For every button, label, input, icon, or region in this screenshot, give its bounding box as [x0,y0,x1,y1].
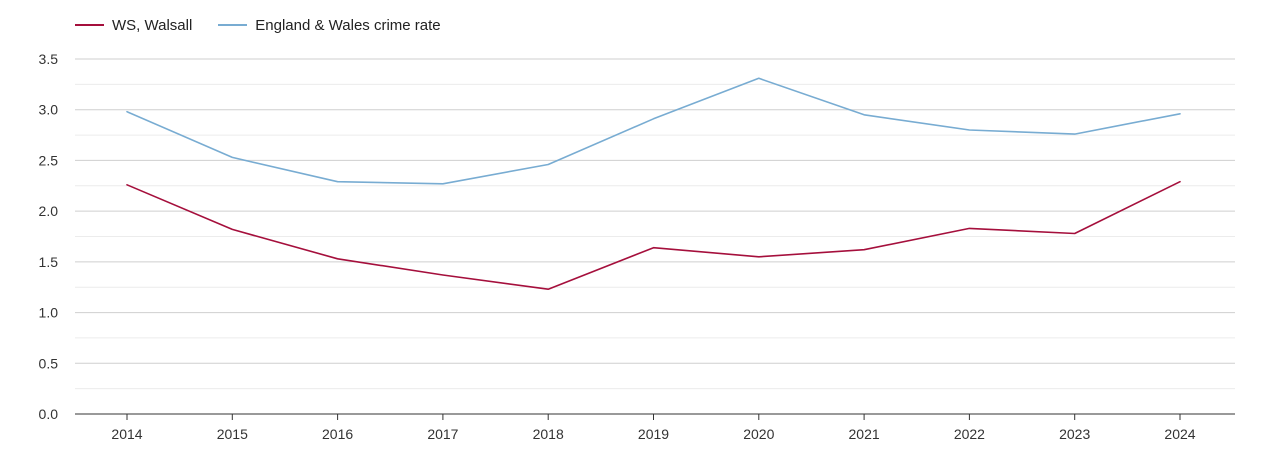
data-point-walsall-2014[interactable] [124,182,130,188]
y-tick-label: 0.0 [39,406,59,422]
x-tick-label: 2021 [849,426,880,442]
data-point-england-wales-2024[interactable] [1177,111,1183,117]
data-point-walsall-2020[interactable] [756,254,762,260]
data-point-england-wales-2023[interactable] [1072,131,1078,137]
gridlines [75,58,1235,390]
legend-label-walsall: WS, Walsall [112,16,193,34]
y-tick-label: 0.5 [39,355,59,371]
data-point-walsall-2016[interactable] [335,256,341,262]
x-tick-label: 2016 [322,426,353,442]
data-point-england-wales-2016[interactable] [335,179,341,185]
x-tick-label: 2020 [743,426,774,442]
data-point-walsall-2019[interactable] [651,245,657,251]
data-point-walsall-2015[interactable] [229,226,235,232]
series-lines [124,75,1183,292]
legend: WS, Walsall England & Wales crime rate [75,14,467,36]
x-tick-label: 2017 [427,426,458,442]
data-point-england-wales-2018[interactable] [545,161,551,167]
y-tick-label: 2.0 [39,203,59,219]
data-point-walsall-2018[interactable] [545,286,551,292]
legend-label-england-wales: England & Wales crime rate [255,16,441,34]
data-point-walsall-2023[interactable] [1072,230,1078,236]
data-point-walsall-2024[interactable] [1177,179,1183,185]
y-tick-label: 3.0 [39,102,59,118]
data-point-england-wales-2017[interactable] [440,181,446,187]
legend-swatch-walsall [75,24,104,26]
legend-item-walsall[interactable]: WS, Walsall [75,17,192,34]
data-point-walsall-2017[interactable] [440,272,446,278]
x-tick-label: 2015 [217,426,248,442]
y-tick-label: 1.0 [39,305,59,321]
x-tick-label: 2019 [638,426,669,442]
data-point-england-wales-2021[interactable] [861,112,867,118]
legend-swatch-england-wales [218,24,248,26]
data-point-england-wales-2014[interactable] [124,109,130,115]
y-tick-label: 2.5 [39,152,59,168]
x-tick-label: 2023 [1059,426,1090,442]
legend-item-england-wales[interactable]: England & Wales crime rate [218,16,441,34]
x-tick-label: 2024 [1164,426,1195,442]
data-point-england-wales-2020[interactable] [756,75,762,81]
x-tick-label: 2014 [111,426,142,442]
data-point-england-wales-2019[interactable] [651,116,657,122]
series-line-walsall[interactable] [126,180,1181,291]
data-point-england-wales-2022[interactable] [966,127,972,133]
axes: 0.0 0.5 1.0 1.5 2.0 2.5 3.0 3.5 2014 2015 2016 2017… [39,51,1235,442]
data-point-walsall-2021[interactable] [861,247,867,253]
data-point-england-wales-2015[interactable] [229,154,235,160]
y-tick-label: 3.5 [39,51,59,67]
x-tick-label: 2018 [533,426,564,442]
data-point-walsall-2022[interactable] [966,225,972,231]
y-tick-label: 1.5 [39,254,59,270]
series-line-england-wales[interactable] [126,77,1181,185]
x-tick-label: 2022 [954,426,985,442]
